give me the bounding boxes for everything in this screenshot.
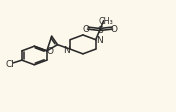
Text: O: O <box>46 46 54 55</box>
Text: O: O <box>111 24 118 33</box>
Text: Cl: Cl <box>6 60 15 69</box>
Text: CH₃: CH₃ <box>99 16 114 25</box>
Text: N: N <box>96 36 103 45</box>
Text: O: O <box>82 24 89 33</box>
Text: S: S <box>97 26 103 35</box>
Text: N: N <box>63 45 70 54</box>
